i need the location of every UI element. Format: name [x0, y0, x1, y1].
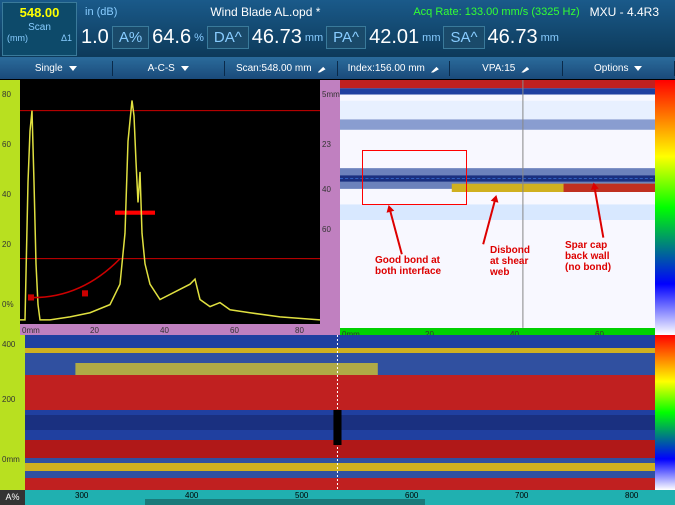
bscan-palette-ruler	[655, 335, 675, 490]
ascan-view[interactable]	[20, 80, 320, 324]
scrollbar-thumb[interactable]	[145, 499, 425, 505]
meas-a-label[interactable]: A%	[112, 26, 149, 49]
cscan-y-ruler: 5mm 23 40 60	[320, 80, 340, 335]
tick: 0mm	[2, 455, 20, 464]
bscan-x-ruler: 300 400 500 600 700 800	[25, 490, 675, 505]
cscan-view[interactable]: Good bond atboth interface Disbondat she…	[340, 80, 655, 328]
mode-dropdown[interactable]: Single	[0, 61, 113, 76]
tick: 40	[160, 326, 169, 335]
cscan-palette-ruler	[655, 80, 675, 335]
layout-label: A-C-S	[148, 63, 175, 74]
index-field[interactable]: Index:156.00 mm	[338, 61, 451, 76]
meas-pa-val: 42.01	[369, 26, 419, 49]
options-label: Options	[594, 63, 628, 74]
tick: 80	[295, 326, 304, 335]
meas-sa-val: 46.73	[488, 26, 538, 49]
tick: 23	[322, 140, 331, 149]
tick: 60	[2, 140, 11, 149]
file-title: Wind Blade AL.opd *	[210, 5, 320, 19]
version: MXU - 4.4R3	[580, 5, 669, 19]
tick: 40	[2, 190, 11, 199]
meas-sa-unit: mm	[541, 32, 559, 44]
bscan-y-ruler: 400 200 0mm	[0, 335, 25, 490]
vpa-field[interactable]: VPA:15	[450, 61, 563, 76]
tick: 200	[2, 395, 15, 404]
annotation-good-bond: Good bond atboth interface	[375, 255, 441, 277]
tick: 700	[515, 491, 528, 500]
tick: 80	[2, 90, 11, 99]
meas-pa-label[interactable]: PA^	[326, 26, 366, 49]
gain-value: 1.0	[81, 26, 109, 49]
options-dropdown[interactable]: Options	[563, 61, 675, 76]
tick: 60	[230, 326, 239, 335]
scan-delta: Δ1	[61, 33, 72, 43]
meas-a-unit: %	[194, 32, 204, 44]
mode-label: Single	[35, 63, 63, 74]
tick: 800	[625, 491, 638, 500]
pencil-icon	[431, 65, 439, 73]
vpa-label: VPA:15	[482, 63, 515, 74]
tick: 0%	[2, 300, 14, 309]
tick: 300	[75, 491, 88, 500]
annotation-disbond: Disbondat shearweb	[490, 245, 530, 278]
pencil-icon	[318, 65, 326, 73]
selection-box	[362, 150, 467, 205]
annotation-spar-cap: Spar capback wall(no bond)	[565, 240, 611, 273]
meas-da-val: 46.73	[252, 26, 302, 49]
tick: 20	[90, 326, 99, 335]
meas-a-val: 64.6	[152, 26, 191, 49]
tick: 0mm	[22, 326, 40, 335]
tick: 5mm	[322, 90, 340, 99]
scan-unit: (mm)	[7, 33, 28, 43]
acq-rate: Acq Rate: 133.00 mm/s (3325 Hz)	[413, 6, 579, 18]
meas-da-unit: mm	[305, 32, 323, 44]
tick: 60	[322, 225, 331, 234]
scan-field-label: Scan:548.00 mm	[236, 63, 312, 74]
chevron-down-icon	[69, 66, 77, 71]
scan-label: Scan	[5, 22, 74, 33]
index-field-label: Index:156.00 mm	[348, 63, 425, 74]
ascan-x-ruler: 0mm 20 40 60 80	[20, 324, 320, 335]
cscan-x-ruler: 0mm 20 40 60	[340, 328, 655, 335]
bscan-view[interactable]	[25, 335, 655, 490]
tick: 400	[2, 340, 15, 349]
ascan-y-ruler: 80 60 40 20 0%	[0, 80, 20, 335]
pencil-icon	[521, 65, 529, 73]
layout-dropdown[interactable]: A-C-S	[113, 61, 226, 76]
tick: 20	[2, 240, 11, 249]
gain-unit: in (dB)	[85, 6, 117, 18]
meas-da-label[interactable]: DA^	[207, 26, 249, 49]
scan-value: 548.00	[5, 5, 74, 20]
meas-sa-label[interactable]: SA^	[443, 26, 484, 49]
chevron-down-icon	[181, 66, 189, 71]
scan-field[interactable]: Scan:548.00 mm	[225, 61, 338, 76]
meas-pa-unit: mm	[422, 32, 440, 44]
tick: 40	[322, 185, 331, 194]
scan-position-box[interactable]: 548.00 Scan (mm) Δ1	[2, 2, 77, 56]
footer-label: A%	[0, 490, 25, 505]
chevron-down-icon	[634, 66, 642, 71]
